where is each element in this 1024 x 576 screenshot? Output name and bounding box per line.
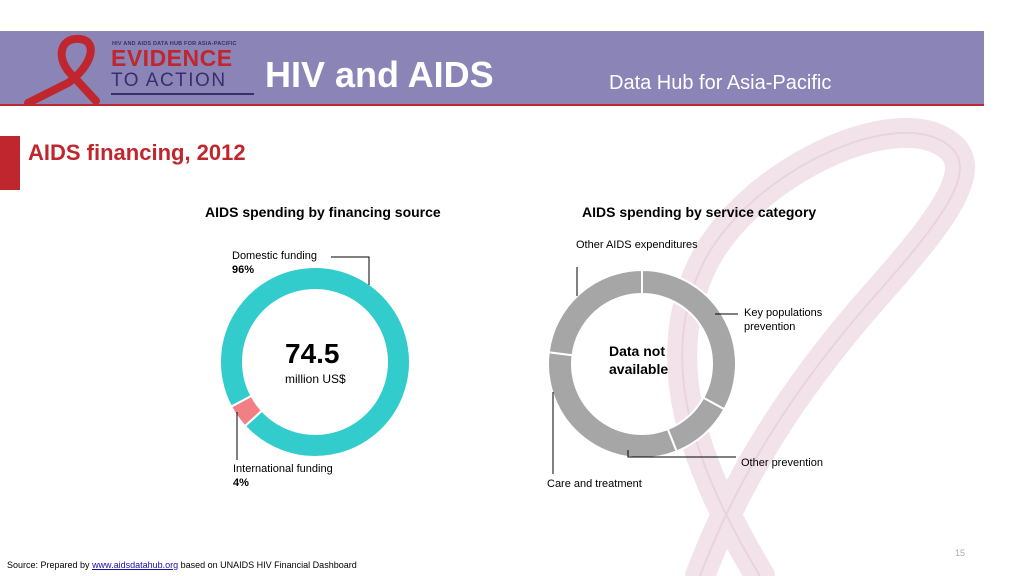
evidence-to-action-logo: HIV AND AIDS DATA HUB FOR ASIA-PACIFIC E… [18, 31, 254, 104]
logo-underline [111, 93, 254, 95]
label-domestic-funding: Domestic funding 96% [232, 249, 317, 277]
financing-slice-international-funding [229, 394, 264, 428]
logo-word-to-action: TO ACTION [111, 70, 227, 91]
header-banner: HIV AND AIDS DATA HUB FOR ASIA-PACIFIC E… [0, 31, 984, 106]
page-number: 15 [955, 548, 966, 558]
red-ribbon-icon [24, 34, 100, 104]
financing-slice-domestic-funding [219, 266, 411, 458]
label-international-funding: International funding 4% [233, 462, 333, 490]
label-international-value: 4% [233, 477, 249, 489]
leader-lines [236, 256, 738, 474]
service-slice-other-prevention [666, 396, 726, 453]
source-link[interactable]: www.aidsdatahub.org [92, 560, 179, 570]
leader-line-domestic [331, 256, 370, 285]
service-slice-key-populations-prevention [641, 268, 737, 411]
page-title: AIDS financing, 2012 [28, 140, 246, 165]
total-spending-unit: million US$ [285, 372, 346, 386]
label-domestic-value: 96% [232, 264, 255, 276]
leader-line-other-prevention [627, 450, 736, 458]
source-note: Source: Prepared by www.aidsdatahub.org … [7, 560, 357, 570]
label-international-name: International funding [233, 463, 333, 475]
service-category-chart-title: AIDS spending by service category [582, 204, 817, 220]
label-key-populations-prevention: Key populations prevention [744, 307, 823, 333]
data-not-available-text: Data not available [609, 343, 669, 377]
service-category-donut [547, 268, 737, 459]
service-slice-other-aids-expenditures [547, 268, 643, 357]
label-domestic-name: Domestic funding [232, 250, 317, 262]
label-other-aids-expenditures: Other AIDS expenditures [576, 239, 698, 251]
logo-tagline: HIV AND AIDS DATA HUB FOR ASIA-PACIFIC [112, 41, 237, 47]
header-title: HIV and AIDS [265, 54, 494, 95]
financing-source-chart-title: AIDS spending by financing source [205, 204, 441, 220]
header-subtitle: Data Hub for Asia-Pacific [609, 72, 832, 94]
logo-word-evidence: EVIDENCE [111, 45, 233, 71]
label-other-prevention: Other prevention [741, 457, 823, 469]
financing-source-donut [219, 266, 411, 458]
label-care-and-treatment: Care and treatment [547, 478, 642, 490]
total-spending-value: 74.5 [285, 338, 340, 369]
source-suffix: based on UNAIDS HIV Financial Dashboard [178, 560, 357, 570]
title-accent-bar [0, 136, 20, 190]
source-prefix: Source: Prepared by [7, 560, 93, 570]
